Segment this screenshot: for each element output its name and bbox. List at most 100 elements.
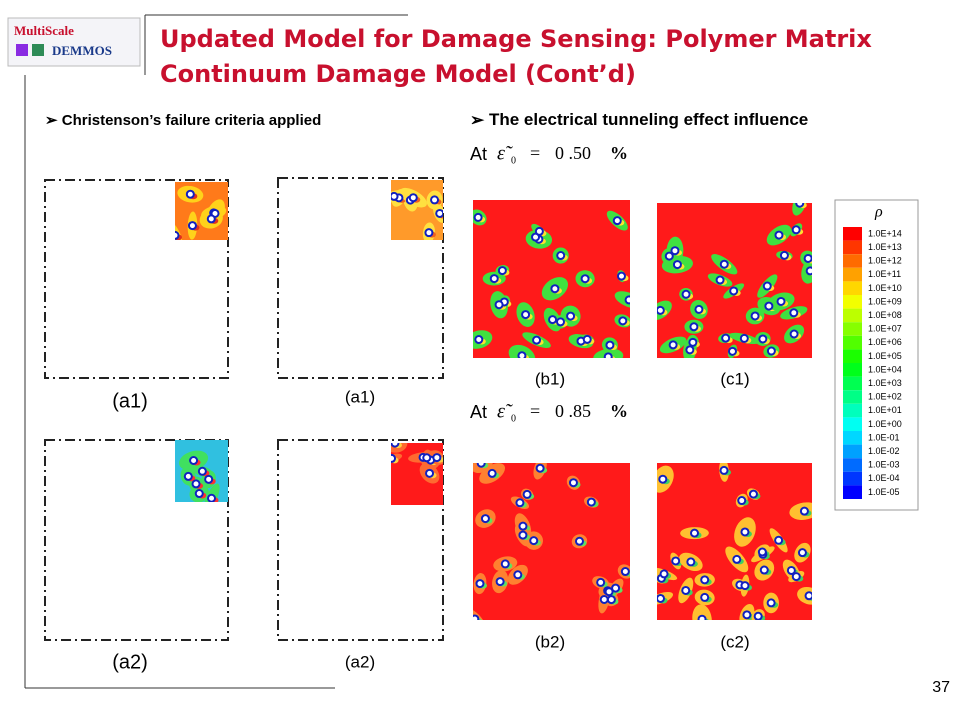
- legend-label: 1.0E-03: [868, 460, 900, 470]
- particle: [204, 474, 214, 484]
- particle: [737, 496, 747, 506]
- legend-swatch: [843, 417, 862, 431]
- particle: [207, 493, 217, 502]
- strain-prefix: At: [470, 402, 487, 422]
- particle: [582, 334, 592, 344]
- strain-equals: =: [530, 143, 540, 163]
- legend-swatch: [843, 335, 862, 350]
- frame: [44, 179, 229, 379]
- particle: [487, 468, 497, 478]
- particle: [574, 536, 584, 546]
- legend-swatch: [843, 471, 862, 486]
- particle: [729, 286, 739, 296]
- logo: MultiScale DEMMOS: [7, 17, 141, 67]
- particle: [391, 443, 400, 448]
- legend-label: 1.0E+03: [868, 378, 902, 388]
- particle: [657, 593, 666, 603]
- legend-swatch: [843, 458, 862, 472]
- legend-label: 1.0E+10: [868, 283, 902, 293]
- legend-label: 1.0E+14: [868, 228, 902, 238]
- legend-label: 1.0E+13: [868, 242, 902, 252]
- particle: [804, 591, 812, 601]
- particle: [799, 506, 809, 516]
- figure-label: (a2): [112, 651, 148, 673]
- legend-swatch: [843, 376, 862, 391]
- legend-label: 1.0E-01: [868, 432, 900, 442]
- particle: [517, 351, 527, 358]
- legend-swatch: [843, 444, 862, 459]
- field: [657, 463, 812, 620]
- figure-label: (c2): [720, 632, 749, 651]
- particle: [175, 230, 180, 240]
- particle: [697, 614, 707, 620]
- particle: [518, 521, 528, 531]
- particle: [624, 295, 630, 305]
- particle: [719, 465, 729, 475]
- logo-text: MultiScale: [14, 23, 74, 38]
- particle: [774, 230, 784, 240]
- figure-label: (c1): [720, 369, 749, 388]
- particle: [408, 193, 418, 203]
- legend-swatch: [843, 363, 862, 377]
- particle: [774, 535, 784, 545]
- legend-swatch: [843, 322, 862, 336]
- particle: [715, 275, 725, 285]
- particle: [700, 575, 710, 585]
- field-image: [657, 203, 812, 358]
- particle: [489, 274, 499, 284]
- figure-label: (b2): [535, 632, 565, 651]
- legend-label: 1.0E+09: [868, 296, 902, 306]
- particle: [194, 489, 204, 499]
- legend-label: 1.0E-04: [868, 473, 900, 483]
- particle: [740, 527, 750, 537]
- particle: [183, 471, 193, 481]
- legend-title: ρ: [874, 204, 883, 221]
- particle: [513, 570, 523, 580]
- field: [473, 200, 630, 358]
- frame: [277, 177, 444, 379]
- legend-label: 1.0E+07: [868, 324, 902, 334]
- strain-value: 0 .50: [555, 143, 591, 163]
- particle: [664, 251, 674, 261]
- particle: [596, 577, 606, 587]
- particle: [475, 579, 485, 589]
- strain-subscript: 0: [511, 413, 516, 424]
- legend-swatch: [843, 240, 862, 255]
- particle: [535, 463, 545, 473]
- particle: [795, 203, 805, 208]
- particle: [764, 301, 774, 311]
- particle: [422, 453, 432, 463]
- particle: [391, 453, 397, 463]
- particle: [803, 253, 812, 263]
- particle: [191, 479, 201, 489]
- particle: [689, 322, 699, 332]
- legend-label: 1.0E+11: [868, 269, 901, 279]
- strain-equals: =: [530, 401, 540, 421]
- legend-label: 1.0E+01: [868, 405, 902, 415]
- particle: [721, 333, 731, 343]
- particle: [750, 311, 760, 321]
- particle: [391, 191, 399, 201]
- particle: [566, 311, 576, 321]
- particle: [515, 498, 525, 508]
- particle: [681, 289, 691, 299]
- field-image: [175, 182, 228, 240]
- particle: [681, 585, 691, 595]
- legend-swatch: [843, 308, 862, 323]
- particle: [686, 557, 696, 567]
- figure-label: (a2): [345, 652, 375, 671]
- field: [657, 203, 812, 358]
- particle: [739, 333, 749, 343]
- particle: [742, 610, 752, 620]
- particle: [759, 565, 769, 575]
- legend-swatch: [843, 267, 862, 282]
- particle: [766, 598, 776, 608]
- particle: [779, 250, 789, 260]
- particle: [776, 296, 786, 306]
- particle: [732, 554, 742, 564]
- particle: [766, 346, 776, 356]
- field-image: [473, 200, 630, 358]
- particle: [187, 221, 197, 231]
- particle: [529, 536, 539, 546]
